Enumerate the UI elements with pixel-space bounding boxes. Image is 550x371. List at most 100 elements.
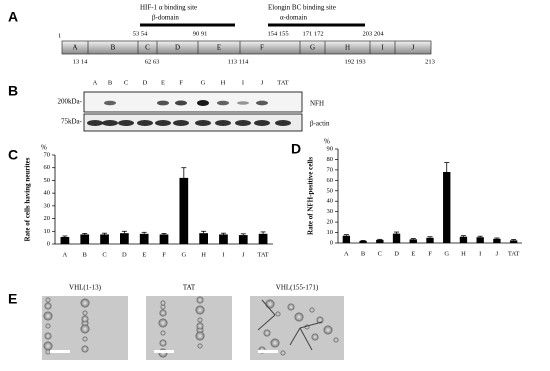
cell — [280, 350, 286, 356]
cell — [82, 310, 88, 316]
error-bar — [343, 234, 349, 236]
nfh-band — [104, 100, 116, 106]
y-tick-label: 80 — [327, 156, 334, 163]
segment-label: J — [412, 44, 415, 52]
y-tick-label: 20 — [44, 215, 51, 222]
y-tick-label: 20 — [327, 219, 334, 226]
cell — [196, 296, 204, 304]
bar — [443, 171, 451, 243]
segment-label: C — [145, 44, 150, 52]
nfh-band — [197, 100, 209, 106]
cell — [275, 311, 281, 317]
segment-label: A — [72, 44, 77, 52]
error-bar — [360, 239, 366, 241]
band-label: β-actin — [310, 120, 330, 128]
error-bar — [260, 231, 266, 234]
x-tick-label: E — [142, 251, 146, 258]
error-bar — [220, 232, 226, 235]
bar — [509, 240, 518, 243]
nfh-band — [175, 100, 187, 106]
bar — [476, 237, 484, 243]
cell — [333, 337, 339, 343]
cell — [323, 325, 333, 335]
segment-label: F — [260, 44, 264, 52]
panel-label: B — [8, 83, 18, 99]
lane-label: B — [108, 79, 113, 86]
micrograph-label: VHL(1-13) — [69, 284, 102, 292]
segment-label: I — [381, 44, 384, 52]
cell — [80, 298, 90, 308]
bottom-number: 192 193 — [344, 58, 365, 65]
y-tick-label: 40 — [327, 198, 334, 205]
x-tick-label: B — [361, 250, 366, 257]
y-tick-label: 50 — [327, 187, 334, 194]
bar — [493, 238, 501, 243]
bar — [392, 233, 401, 243]
actin-band — [155, 120, 171, 126]
segment-label: D — [175, 44, 180, 52]
actin-band — [215, 120, 231, 126]
error-bar — [181, 167, 187, 178]
micrograph-label: VHL(155-171) — [276, 284, 319, 292]
bottom-number: 213 — [425, 58, 435, 65]
top-number: 90 91 — [193, 30, 208, 37]
actin-band — [102, 120, 118, 126]
actin-band — [137, 120, 153, 126]
y-tick-label: 70 — [327, 166, 334, 173]
cell — [159, 339, 167, 347]
y-tick-label: 10 — [44, 228, 51, 235]
x-tick-label: F — [428, 250, 432, 257]
cell — [270, 338, 280, 348]
x-tick-label: TAT — [508, 250, 519, 257]
y-tick-label: 70 — [44, 151, 51, 158]
x-tick-label: G — [181, 251, 186, 258]
lane-label: I — [242, 79, 244, 86]
error-bar — [201, 230, 207, 234]
cell — [160, 330, 166, 336]
cell — [81, 345, 89, 353]
y-axis-label: Rate of cells having neurites — [24, 157, 32, 241]
cell — [287, 303, 295, 311]
error-bar — [141, 231, 147, 234]
error-bar — [377, 238, 383, 240]
lane-label: H — [221, 79, 226, 86]
cell — [309, 307, 315, 313]
y-tick-label: 10 — [327, 229, 334, 236]
x-tick-label: I — [222, 251, 224, 258]
bar — [238, 235, 248, 244]
nfh-band — [237, 101, 249, 105]
segment-label: B — [111, 44, 116, 52]
y-unit: % — [324, 138, 330, 146]
domain-title: HIF-1 α binding site — [140, 4, 197, 12]
actin-band — [254, 120, 270, 126]
x-tick-label: G — [444, 250, 449, 257]
lane-label: J — [261, 79, 264, 86]
cell — [45, 349, 51, 355]
bar — [409, 239, 417, 243]
lane-label: A — [93, 79, 98, 86]
cell — [43, 341, 53, 351]
cell — [43, 311, 53, 321]
domain-subtitle: β-domain — [152, 14, 179, 22]
cell — [45, 323, 51, 329]
bar — [459, 236, 468, 243]
neurite — [257, 299, 323, 351]
x-tick-label: F — [162, 251, 166, 258]
lane-label: E — [161, 79, 165, 86]
scale-bar — [50, 350, 70, 353]
cell — [265, 299, 275, 309]
bar — [60, 237, 70, 244]
error-bar — [477, 235, 483, 238]
y-tick-label: 40 — [44, 190, 51, 197]
cell — [44, 332, 52, 340]
y-tick-label: 30 — [327, 208, 334, 215]
segment-label: H — [345, 44, 350, 52]
actin-band — [275, 120, 291, 126]
panel-label: A — [8, 9, 18, 25]
bottom-number: 113 114 — [228, 58, 249, 65]
nfh-band — [256, 100, 268, 106]
x-tick-label: C — [102, 251, 106, 258]
y-unit: % — [41, 144, 47, 152]
error-bar — [121, 230, 127, 234]
cell — [81, 315, 89, 323]
